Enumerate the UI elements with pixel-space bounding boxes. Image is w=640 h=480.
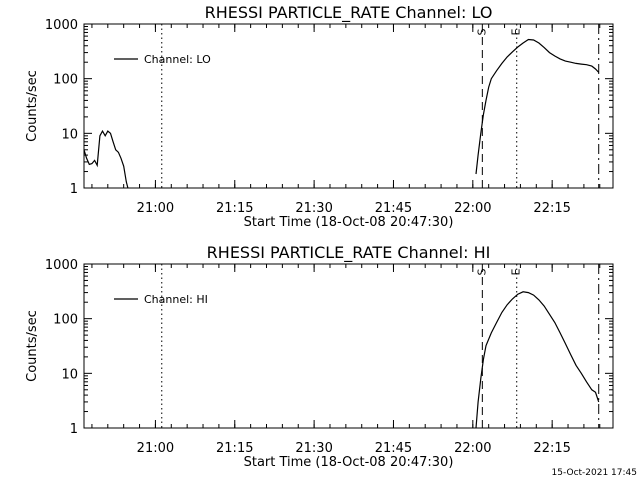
- legend-label: Channel: HI: [144, 293, 208, 306]
- chart-title: RHESSI PARTICLE_RATE Channel: LO: [205, 3, 493, 23]
- plot-frame: [83, 23, 614, 189]
- x-tick-label: 21:30: [295, 441, 332, 456]
- y-tick-label: 100: [53, 73, 78, 88]
- y-axis-label: Counts/sec: [25, 310, 40, 382]
- y-tick-label: 1000: [45, 258, 78, 273]
- x-tick-label: 21:15: [216, 201, 253, 216]
- y-tick-label: 1000: [45, 18, 78, 33]
- lo-channel-chart: RHESSI PARTICLE_RATE Channel: LO 1 10 100 10…: [25, 3, 614, 230]
- legend-label: Channel: LO: [144, 53, 211, 66]
- x-tick-label: 21:45: [375, 441, 412, 456]
- x-tick-label: 22:15: [533, 441, 570, 456]
- x-tick-label: 21:00: [137, 201, 174, 216]
- y-tick-label: 10: [61, 127, 78, 142]
- y-tick-label: 100: [53, 313, 78, 328]
- series-line: [83, 129, 129, 189]
- x-tick-label: 22:15: [533, 201, 570, 216]
- x-tick-label: 22:00: [454, 201, 491, 216]
- x-tick-label: 21:45: [375, 201, 412, 216]
- y-tick-label: 1: [70, 182, 78, 197]
- timestamp: 15-Oct-2021 17:45: [552, 468, 637, 478]
- x-axis-label: Start Time (18-Oct-08 20:47:30): [244, 455, 454, 470]
- chart-title: RHESSI PARTICLE_RATE Channel: HI: [207, 243, 491, 263]
- marker-label: S: [475, 268, 488, 275]
- marker-label: E: [510, 268, 523, 275]
- series-line: [475, 38, 600, 175]
- marker-label: E: [510, 28, 523, 35]
- y-tick-label: 10: [61, 367, 78, 382]
- series-line: [475, 291, 600, 429]
- x-tick-label: 21:30: [295, 201, 332, 216]
- plot-frame: [83, 263, 614, 429]
- marker-label: S: [475, 28, 488, 35]
- y-tick-label: 1: [70, 422, 78, 437]
- hi-channel-chart: RHESSI PARTICLE_RATE Channel: HI 1 10 100 10…: [25, 243, 614, 470]
- x-axis-label: Start Time (18-Oct-08 20:47:30): [244, 215, 454, 230]
- x-tick-label: 21:00: [137, 441, 174, 456]
- x-tick-label: 21:15: [216, 441, 253, 456]
- y-axis-label: Counts/sec: [25, 70, 40, 142]
- x-tick-label: 22:00: [454, 441, 491, 456]
